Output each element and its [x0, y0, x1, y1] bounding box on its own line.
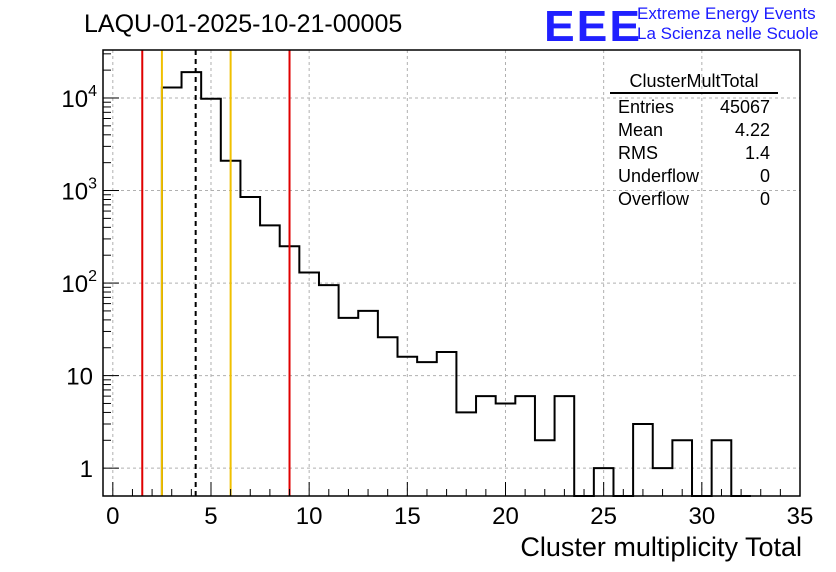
histogram-bin [456, 412, 476, 496]
histogram-bin [378, 337, 398, 496]
y-tick-label: 10 [66, 364, 93, 391]
histogram-bin [712, 440, 732, 496]
y-tick-label: 104 [61, 83, 97, 113]
histogram-bin [319, 285, 339, 496]
stats-label: Mean [618, 120, 664, 140]
histogram-bin [672, 440, 692, 496]
histogram-bin [398, 357, 418, 496]
stats-value: 0 [759, 189, 770, 209]
stats-value: 45067 [719, 97, 770, 117]
stats-label: Overflow [618, 189, 690, 209]
stats-row-mean: Mean 4.22 [610, 119, 778, 142]
eee-logo: EEE [544, 0, 643, 51]
histogram-bin [358, 311, 378, 496]
x-tick-label: 25 [590, 503, 617, 530]
y-tick-label: 102 [61, 268, 97, 298]
histogram-bin [299, 273, 319, 496]
histogram-bin [633, 424, 653, 496]
histogram-bin [515, 396, 535, 496]
histogram-bin [476, 396, 496, 496]
y-tick-label: 1 [80, 456, 93, 483]
stats-row-entries: Entries 45067 [610, 96, 778, 119]
histogram-bin [260, 225, 280, 496]
stats-title: ClusterMultTotal [610, 70, 778, 94]
eee-logo-line1: Extreme Energy Events [637, 4, 816, 23]
stats-row-underflow: Underflow 0 [610, 165, 778, 188]
x-tick-label: 10 [296, 503, 323, 530]
x-axis-label: Cluster multiplicity Total [520, 532, 802, 562]
stats-value: 1.4 [744, 143, 770, 163]
histogram-bin [535, 440, 555, 496]
histogram-bin [555, 396, 575, 496]
histogram-bin [437, 352, 457, 496]
stats-label: Underflow [618, 166, 700, 186]
x-tick-label: 20 [492, 503, 519, 530]
histogram-bin [240, 197, 260, 496]
x-tick-label: 5 [204, 503, 217, 530]
histogram-outline [160, 71, 751, 497]
stats-box: ClusterMultTotal Entries 45067 Mean 4.22… [610, 70, 778, 211]
histogram-bin [201, 99, 221, 496]
run-title: LAQU-01-2025-10-21-00005 [84, 10, 403, 38]
x-tick-label: 15 [394, 503, 421, 530]
stats-value: 0 [759, 166, 770, 186]
histogram-bin [162, 87, 182, 496]
stats-value: 4.22 [734, 120, 770, 140]
histogram-bin [339, 318, 359, 496]
x-tick-label: 35 [787, 503, 814, 530]
stats-row-rms: RMS 1.4 [610, 142, 778, 165]
x-tick-label: 0 [106, 503, 119, 530]
x-tick-label: 30 [688, 503, 715, 530]
stats-row-overflow: Overflow 0 [610, 188, 778, 211]
eee-logo-line2: La Scienza nelle Scuole [637, 24, 819, 43]
stats-label: RMS [618, 143, 658, 163]
stats-label: Entries [618, 97, 675, 117]
histogram-bin [182, 72, 202, 496]
y-tick-label: 103 [61, 176, 97, 206]
plot-frame [102, 49, 801, 497]
histogram-bin [417, 362, 437, 496]
